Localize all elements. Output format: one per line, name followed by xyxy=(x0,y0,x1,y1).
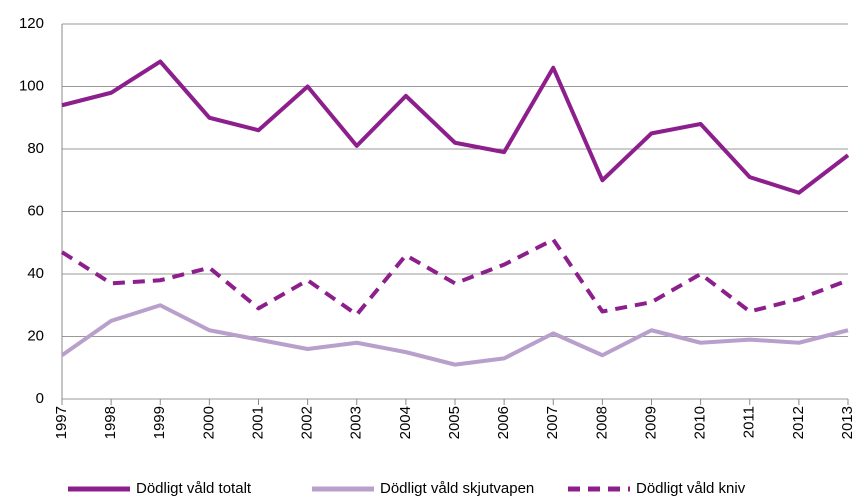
y-tick-label: 120 xyxy=(19,15,44,32)
y-tick-label: 0 xyxy=(36,390,44,407)
x-tick-label: 2008 xyxy=(593,406,610,439)
legend-label: Dödligt våld kniv xyxy=(636,480,746,497)
x-tick-label: 1998 xyxy=(102,406,119,439)
x-tick-label: 2000 xyxy=(200,406,217,439)
y-tick-label: 80 xyxy=(27,140,44,157)
x-tick-label: 2002 xyxy=(299,406,316,439)
y-tick-label: 100 xyxy=(19,77,44,94)
x-tick-label: 2013 xyxy=(839,406,856,439)
x-tick-label: 2010 xyxy=(692,406,709,439)
x-tick-label: 2012 xyxy=(790,406,807,439)
x-tick-label: 1997 xyxy=(53,406,70,439)
y-tick-label: 40 xyxy=(27,265,44,282)
legend-label: Dödligt våld skjutvapen xyxy=(380,480,534,497)
x-tick-label: 1999 xyxy=(151,406,168,439)
x-tick-label: 2007 xyxy=(544,406,561,439)
x-tick-label: 2009 xyxy=(642,406,659,439)
y-tick-label: 60 xyxy=(27,202,44,219)
y-tick-label: 20 xyxy=(27,327,44,344)
series-line xyxy=(60,303,849,367)
x-tick-label: 2001 xyxy=(249,406,266,439)
series-line xyxy=(61,59,850,195)
x-tick-label: 2003 xyxy=(348,406,365,439)
series-line xyxy=(60,237,849,317)
legend-label: Dödligt våld totalt xyxy=(136,480,252,497)
x-tick-label: 2011 xyxy=(741,406,758,438)
x-tick-label: 2004 xyxy=(397,406,414,439)
x-tick-label: 2006 xyxy=(495,406,512,439)
x-tick-label: 2005 xyxy=(446,406,463,439)
